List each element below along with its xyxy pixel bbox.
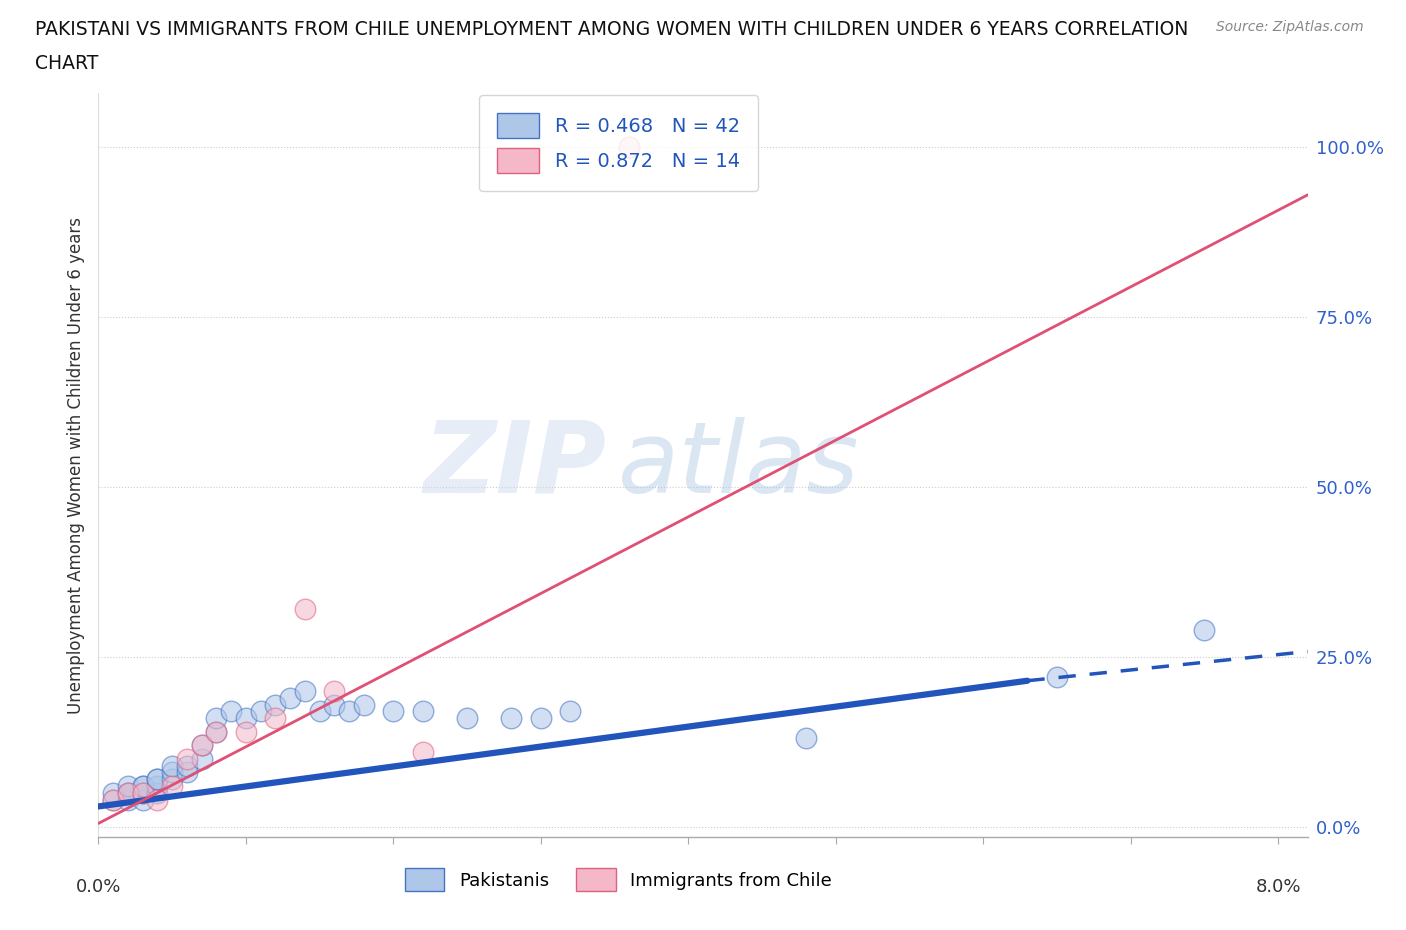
Point [117, 778, 139, 793]
Text: atlas: atlas [619, 417, 860, 513]
Point [205, 724, 228, 739]
Point [323, 698, 346, 712]
Point [117, 786, 139, 801]
Point [160, 772, 183, 787]
Text: 8.0%: 8.0% [1256, 878, 1301, 896]
Point [456, 711, 478, 725]
Point [337, 704, 360, 719]
Point [131, 778, 153, 793]
Point [146, 772, 169, 787]
Point [219, 704, 242, 719]
Point [160, 765, 183, 780]
Text: PAKISTANI VS IMMIGRANTS FROM CHILE UNEMPLOYMENT AMONG WOMEN WITH CHILDREN UNDER : PAKISTANI VS IMMIGRANTS FROM CHILE UNEMP… [35, 20, 1188, 39]
Point [412, 745, 434, 760]
Point [1046, 670, 1069, 684]
Point [131, 778, 153, 793]
Point [619, 140, 641, 154]
Y-axis label: Unemployment Among Women with Children Under 6 years: Unemployment Among Women with Children U… [66, 217, 84, 713]
Point [530, 711, 553, 725]
Point [235, 724, 257, 739]
Point [131, 786, 153, 801]
Point [560, 704, 582, 719]
Point [101, 792, 124, 807]
Point [131, 792, 153, 807]
Point [176, 758, 198, 773]
Point [501, 711, 523, 725]
Point [160, 778, 183, 793]
Point [353, 698, 375, 712]
Point [146, 778, 169, 793]
Point [235, 711, 257, 725]
Point [278, 690, 301, 705]
Text: CHART: CHART [35, 54, 98, 73]
Point [190, 751, 212, 766]
Legend: Pakistanis, Immigrants from Chile: Pakistanis, Immigrants from Chile [398, 861, 839, 898]
Point [264, 711, 287, 725]
Point [117, 786, 139, 801]
Text: ZIP: ZIP [423, 417, 606, 513]
Point [190, 737, 212, 752]
Point [294, 684, 316, 698]
Point [323, 684, 346, 698]
Point [205, 711, 228, 725]
Point [264, 698, 287, 712]
Point [176, 765, 198, 780]
Point [1194, 622, 1216, 637]
Point [176, 751, 198, 766]
Point [146, 792, 169, 807]
Point [146, 786, 169, 801]
Text: 0.0%: 0.0% [76, 878, 121, 896]
Point [794, 731, 817, 746]
Point [205, 724, 228, 739]
Text: Source: ZipAtlas.com: Source: ZipAtlas.com [1216, 20, 1364, 34]
Point [190, 737, 212, 752]
Point [382, 704, 405, 719]
Point [249, 704, 271, 719]
Point [294, 602, 316, 617]
Point [117, 786, 139, 801]
Point [101, 786, 124, 801]
Point [101, 792, 124, 807]
Point [308, 704, 330, 719]
Point [412, 704, 434, 719]
Point [131, 786, 153, 801]
Point [146, 772, 169, 787]
Point [160, 758, 183, 773]
Point [117, 792, 139, 807]
